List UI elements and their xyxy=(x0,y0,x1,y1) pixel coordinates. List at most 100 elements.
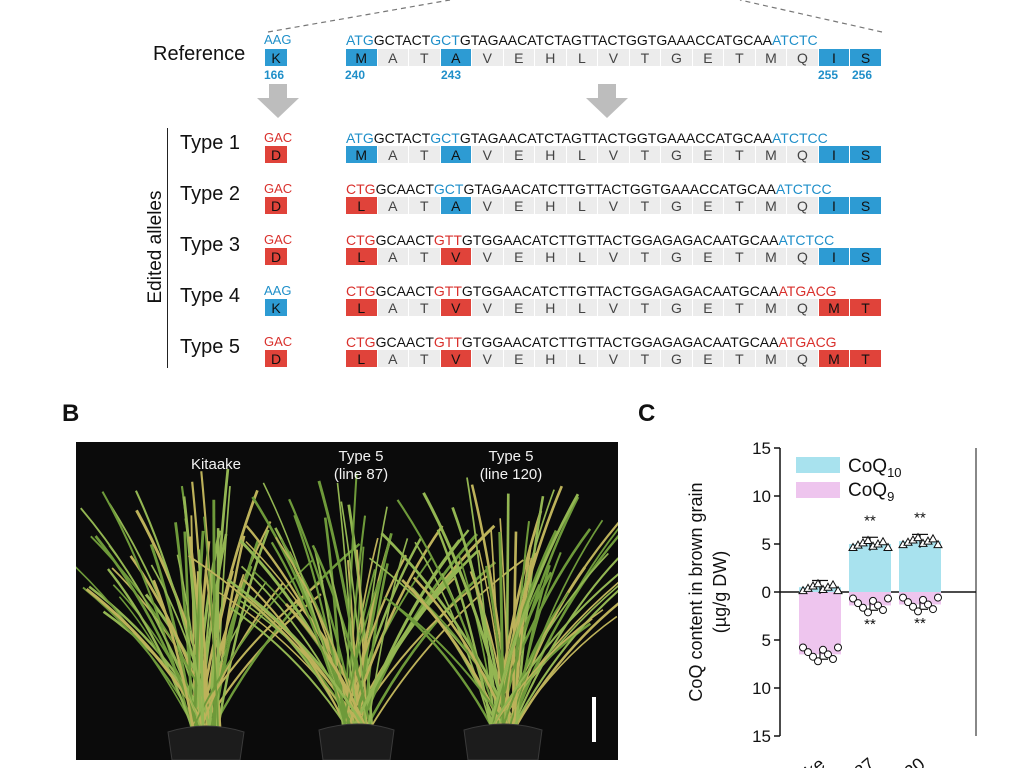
x-category-label: 87 xyxy=(850,754,878,768)
amino-acid-cell: M xyxy=(755,146,788,163)
amino-acid-cell: V xyxy=(440,248,473,265)
amino-acid-cell: H xyxy=(535,197,567,214)
allele-sequence: CTGGCAACTGTTGTGGAACATCTTGTTACTGGAGAGACAA… xyxy=(346,283,837,299)
position-255: 255 xyxy=(818,68,839,82)
data-point-coq9 xyxy=(869,596,877,605)
rice-plants-photo: Kitaake Type 5 (line 87) Type 5 (line 12… xyxy=(76,442,618,760)
allele-sequence: CTGGCAACTGTTGTGGAACATCTTGTTACTGGAGAGACAA… xyxy=(346,232,835,248)
amino-acid-cell: T xyxy=(409,248,441,265)
amino-acid-cell: T xyxy=(409,49,441,66)
rice-leaf xyxy=(355,532,393,728)
allele-codon: AAG xyxy=(264,283,292,298)
data-point-coq9 xyxy=(914,607,922,616)
amino-acid-cell: T xyxy=(629,49,662,66)
data-point-coq9 xyxy=(829,655,837,664)
amino-acid-cell: T xyxy=(850,299,882,316)
amino-acid-cell: I xyxy=(818,248,851,265)
allele-codon: GAC xyxy=(264,232,293,247)
amino-acid-cell: A xyxy=(377,350,410,367)
amino-acid-cell: V xyxy=(598,299,630,316)
amino-acid-cell: T xyxy=(629,197,662,214)
edited-alleles-label: Edited alleles xyxy=(145,190,166,304)
amino-acid-cell: L xyxy=(566,248,599,265)
allele-codon: GAC xyxy=(264,181,293,196)
legend-swatch-coq10 xyxy=(796,457,840,473)
amino-acid-cell: V xyxy=(598,49,630,66)
allele-aa: K xyxy=(265,299,287,316)
data-point-coq9 xyxy=(874,601,882,610)
amino-acid-cell: M xyxy=(346,146,378,163)
panel-c-letter: C xyxy=(638,400,656,427)
rice-leaf xyxy=(313,548,345,728)
amino-acid-cell: I xyxy=(818,197,851,214)
data-point-coq10 xyxy=(828,579,838,589)
amino-acid-cell: T xyxy=(724,146,756,163)
data-point-coq9 xyxy=(909,602,917,611)
allele-type-label: Type 1 xyxy=(180,132,241,154)
amino-acid-cell: L xyxy=(566,350,599,367)
allele-sequence: CTGGCAACTGTTGTGGAACATCTTGTTACTGGAGAGACAA… xyxy=(346,334,837,350)
amino-acid-cell: I xyxy=(818,49,851,66)
amino-acid-cell: H xyxy=(535,248,567,265)
amino-acid-cell: V xyxy=(440,350,473,367)
rice-leaf xyxy=(203,516,219,728)
amino-acid-cell: M xyxy=(755,49,788,66)
data-point-coq9 xyxy=(919,595,927,604)
rice-leaf xyxy=(242,579,348,728)
amino-acid-cell: T xyxy=(629,350,662,367)
amino-acid-cell: E xyxy=(692,248,725,265)
amino-acid-cell: M xyxy=(346,49,378,66)
rice-leaf xyxy=(512,589,618,728)
allele-type-label: Type 4 xyxy=(180,285,241,307)
amino-acid-cell: M xyxy=(755,248,788,265)
rice-leaf xyxy=(511,545,532,728)
amino-acid-cell: H xyxy=(535,146,567,163)
allele-aa: D xyxy=(265,197,287,214)
y-axis-label: (µg/g DW) xyxy=(710,551,730,633)
data-point-coq9 xyxy=(824,650,832,659)
amino-acid-cell: A xyxy=(440,146,473,163)
rice-leaf xyxy=(367,538,409,728)
position-243: 243 xyxy=(441,68,462,82)
rice-leaf xyxy=(513,615,618,728)
amino-acid-cell: Q xyxy=(787,49,819,66)
amino-acid-cell: E xyxy=(692,197,725,214)
amino-acid-cell: L xyxy=(566,299,599,316)
amino-acid-cell: M xyxy=(755,197,788,214)
amino-acid-cell: E xyxy=(692,146,725,163)
reference-sequence: ATGGCTACTGCTGTAGAACATCTAGTTACTGGTGAAACCA… xyxy=(346,32,818,48)
allele-sequence: ATGGCTACTGCTGTAGAACATCTAGTTACTGGTGAAACCA… xyxy=(346,130,828,146)
amino-acid-cell: T xyxy=(409,197,441,214)
rice-leaf xyxy=(228,606,348,728)
rice-leaf xyxy=(197,549,205,728)
rice-leaf xyxy=(108,544,202,728)
allele-type-label: Type 3 xyxy=(180,234,241,256)
data-point-coq10 xyxy=(863,535,873,545)
data-point-coq9 xyxy=(859,603,867,612)
rice-leaf xyxy=(270,541,347,728)
data-point-coq9 xyxy=(814,657,822,666)
amino-acid-cell: M xyxy=(818,299,851,316)
data-point-coq10 xyxy=(878,536,888,546)
rice-leaf xyxy=(412,576,510,728)
position-240: 240 xyxy=(345,68,366,82)
photo-label-line87: Type 5 (line 87) xyxy=(333,448,389,483)
amino-acid-cell: V xyxy=(472,49,504,66)
amino-acid-cell: T xyxy=(409,350,441,367)
amino-acid-cell: V xyxy=(472,197,504,214)
amino-acid-cell: A xyxy=(377,49,410,66)
amino-acid-cell: G xyxy=(661,248,693,265)
amino-acid-cell: V xyxy=(598,350,630,367)
rice-leaf xyxy=(508,519,604,728)
amino-acid-cell: Q xyxy=(787,248,819,265)
amino-acid-cell: T xyxy=(724,49,756,66)
amino-acid-cell: A xyxy=(377,146,410,163)
rice-leaf xyxy=(135,509,219,728)
data-point-coq9 xyxy=(929,605,937,614)
amino-acid-cell: E xyxy=(503,248,536,265)
data-point-coq10 xyxy=(928,533,938,543)
rice-leaf xyxy=(491,573,618,728)
amino-acid-cell: E xyxy=(503,350,536,367)
